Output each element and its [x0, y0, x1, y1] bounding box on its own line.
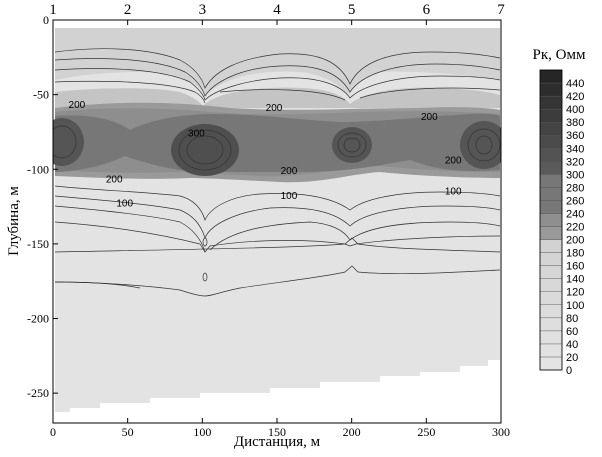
colorbar-swatch [539, 317, 563, 332]
x-tick-label: 100 [193, 425, 211, 439]
x-tick-label: 0 [50, 425, 56, 439]
colorbar-swatch [539, 278, 563, 292]
colorbar-swatch [539, 121, 563, 136]
colorbar-swatch [539, 69, 563, 84]
colorbar-tick-label: 200 [566, 235, 584, 247]
y-axis-title: Глубина, м [6, 186, 22, 256]
contour-field [53, 28, 501, 412]
colorbar-tick-label: 360 [566, 130, 584, 142]
colorbar-tick-label: 120 [566, 287, 584, 299]
colorbar-swatch [539, 213, 563, 227]
colorbar-tick-label: 240 [566, 208, 584, 220]
core-right-mid [332, 127, 372, 163]
band-240 [55, 113, 500, 172]
contour-bottom [54, 281, 141, 289]
x-tick-label: 150 [268, 425, 286, 439]
colorbar-tick-label: 420 [566, 91, 584, 103]
core-center [171, 124, 239, 176]
colorbar-swatch [539, 108, 563, 123]
colorbar-swatch [539, 330, 563, 345]
band-upper-2 [55, 87, 500, 108]
colorbar-tick-label: 20 [566, 352, 578, 364]
colorbar-tick-label: 60 [566, 326, 578, 338]
colorbar-frame [539, 69, 563, 371]
contour-label: 100 [116, 199, 133, 210]
field-low-resistivity [55, 28, 500, 412]
y-tick-label: -250 [27, 386, 49, 400]
colorbar-tick-label: 280 [566, 182, 584, 194]
contour-labels: 200 200 200 300 200 200 200 100 100 100 [69, 100, 462, 210]
colorbar-swatch [539, 187, 563, 201]
x-tick-label: 50 [122, 425, 134, 439]
station-label: 4 [273, 2, 281, 18]
contour-label: 200 [69, 100, 86, 111]
colorbar-tick-label: 180 [566, 248, 584, 260]
y-tick-label: -200 [27, 312, 49, 326]
colorbar-tick-label: 320 [566, 156, 584, 168]
colorbar-swatch [539, 148, 563, 162]
colorbar-tick-label: 40 [566, 339, 578, 351]
colorbar-tick-label: 220 [566, 222, 584, 234]
y-tick-label: -100 [27, 162, 49, 176]
station-label: 5 [348, 2, 356, 18]
colorbar-swatch [539, 161, 563, 175]
x-axis: 0 50 100 150 200 250 300 [50, 418, 510, 439]
colorbar-tick-label: 140 [566, 274, 584, 286]
contour-label: 100 [445, 187, 462, 198]
colorbar-swatch [539, 356, 563, 371]
core-right [460, 121, 501, 169]
station-label: 1 [49, 2, 57, 18]
contour-lines [53, 48, 501, 297]
station-label: 6 [423, 2, 431, 18]
colorbar-tick-label: 340 [566, 143, 584, 155]
colorbar-tick-label: 440 [566, 78, 584, 90]
x-tick-label: 250 [417, 425, 435, 439]
core-left [53, 118, 84, 166]
y-axis: 0 -50 -100 -150 -200 -250 [27, 13, 58, 400]
colorbar-swatch [539, 265, 563, 279]
band-upper [55, 28, 500, 95]
colorbar-swatch [539, 252, 563, 266]
x-tick-label: 300 [492, 425, 510, 439]
colorbar-swatch [539, 200, 563, 214]
y-tick-label: -50 [33, 88, 49, 102]
contour-label: 200 [445, 155, 462, 166]
top-labels: 1 2 3 4 5 6 7 [49, 2, 505, 25]
y-tick-label: 0 [43, 13, 49, 27]
contour-label: 200 [106, 175, 123, 186]
contour-label: 200 [266, 103, 283, 114]
colorbar-title: Рк, Омм [533, 47, 586, 63]
y-tick-label: -150 [27, 237, 49, 251]
contour-label: 200 [281, 166, 298, 177]
colorbar-swatch [539, 95, 563, 110]
colorbar-swatch [539, 82, 563, 97]
colorbar-swatch [539, 291, 563, 305]
colorbar-tick-label: 380 [566, 117, 584, 129]
station-label: 3 [199, 2, 207, 18]
colorbar-tick-label: 400 [566, 104, 584, 116]
colorbar-swatch [539, 304, 563, 319]
colorbar-swatch [539, 343, 563, 358]
x-axis-title: Дистанция, м [234, 434, 321, 450]
colorbar-swatch [539, 135, 563, 149]
colorbar-tick-label: 260 [566, 195, 584, 207]
colorbar-swatch [539, 226, 563, 240]
colorbar-tick-label: 300 [566, 169, 584, 181]
contour-label: 100 [281, 191, 298, 202]
contour-label: 200 [421, 112, 438, 123]
contour-label: 300 [188, 128, 205, 139]
colorbar-tick-label: 100 [566, 300, 584, 312]
colorbar-swatch [539, 174, 563, 188]
station-label: 2 [124, 2, 132, 18]
x-tick-label: 200 [343, 425, 361, 439]
colorbar-tick-label: 80 [566, 313, 578, 325]
colorbar: 0204060801001201401601802002202402602803… [539, 69, 584, 377]
colorbar-swatch [539, 239, 563, 253]
colorbar-tick-label: 160 [566, 261, 584, 273]
station-label: 7 [497, 2, 505, 18]
colorbar-tick-label: 0 [566, 365, 572, 377]
